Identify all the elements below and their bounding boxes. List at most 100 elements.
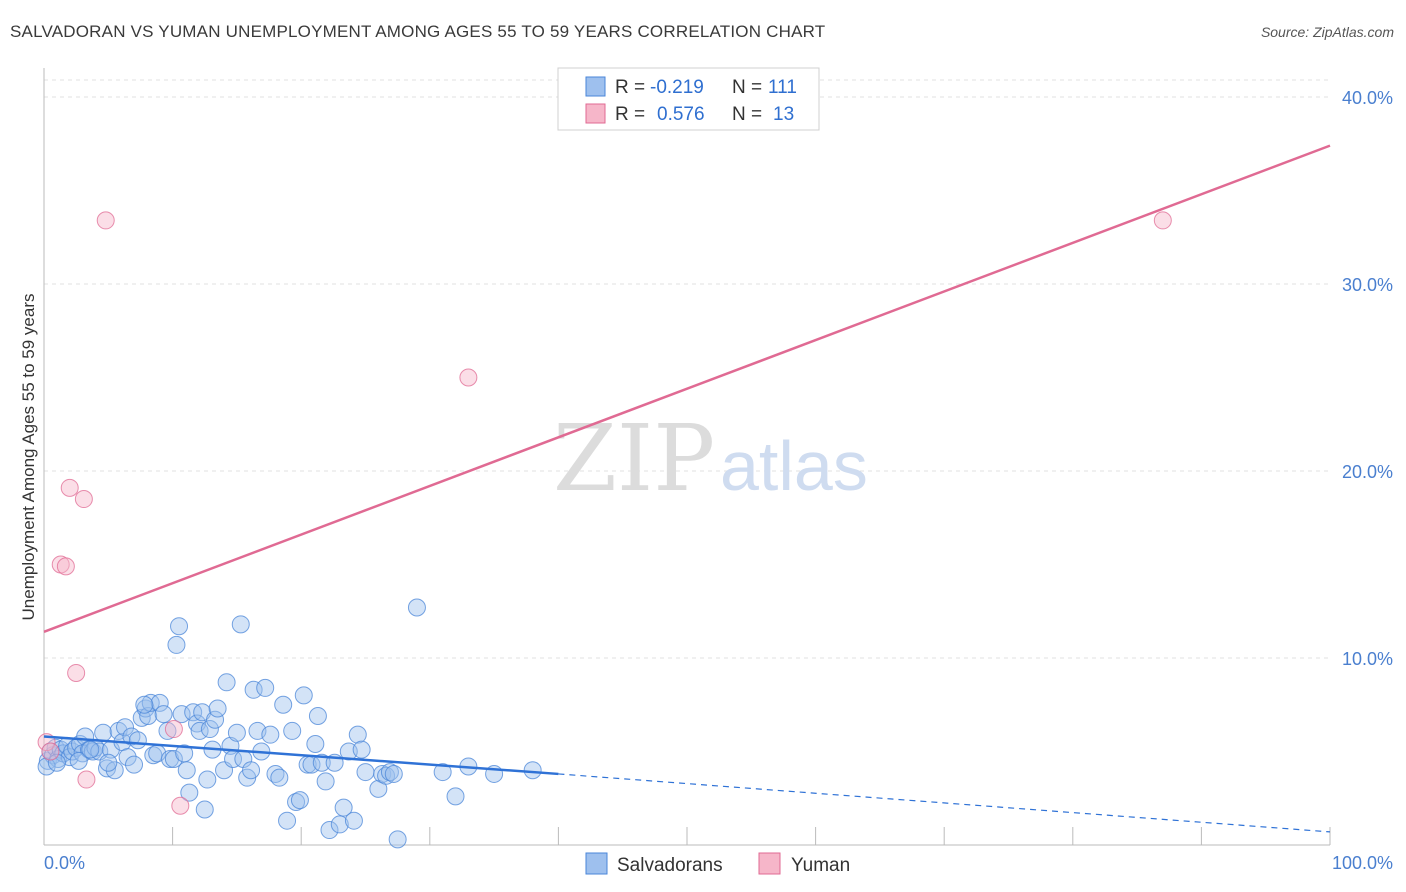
legend-n-label: N = — [732, 104, 762, 125]
series-salvadorans — [37, 598, 542, 849]
salvadoran-point — [141, 693, 160, 712]
salvadoran-trend-extension — [558, 773, 1331, 833]
salvadoran-point — [135, 695, 154, 714]
y-tick-label: 10.0% — [1342, 649, 1393, 669]
salvadoran-point — [170, 617, 189, 636]
salvadoran-point — [172, 705, 191, 724]
bottom-legend-swatch-yuman — [758, 852, 781, 875]
y-axis-label: Unemployment Among Ages 55 to 59 years — [19, 294, 38, 621]
salvadoran-point — [261, 725, 280, 744]
yuman-point — [74, 490, 93, 509]
salvadoran-point — [180, 783, 199, 802]
salvadoran-point — [69, 751, 88, 770]
salvadoran-point — [320, 821, 339, 840]
salvadoran-point — [316, 772, 335, 791]
yuman-point — [96, 211, 115, 230]
salvadoran-point — [158, 721, 177, 740]
legend-r-value: 0.576 — [657, 104, 705, 125]
grid-layer — [44, 79, 1330, 659]
salvadoran-point — [407, 598, 426, 617]
salvadoran-point — [154, 705, 173, 724]
salvadoran-point — [150, 693, 169, 712]
watermark: ZIP atlas — [553, 405, 868, 512]
yuman-point — [1153, 211, 1172, 230]
yuman-point — [459, 368, 478, 387]
yuman-point — [171, 796, 190, 815]
salvadoran-point — [206, 710, 225, 729]
watermark-zip: ZIP — [553, 405, 715, 512]
salvadoran-point — [283, 721, 302, 740]
salvadoran-point — [308, 706, 327, 725]
yuman-point — [41, 742, 60, 761]
trend-layer — [43, 144, 1331, 833]
salvadoran-point — [37, 757, 56, 776]
bottom-legend-swatch-salvadorans — [585, 852, 608, 875]
legend-n-label: N = — [732, 77, 762, 98]
legend-n-value: 13 — [773, 104, 794, 125]
legend-r-value: -0.219 — [650, 77, 704, 98]
salvadoran-point — [352, 740, 371, 759]
salvadoran-point — [334, 798, 353, 817]
bottom-legend: Salvadorans Yuman — [585, 852, 850, 876]
salvadoran-point — [278, 811, 297, 830]
legend-r-label: R = — [615, 77, 645, 98]
salvadoran-point — [167, 635, 186, 654]
salvadoran-point — [105, 761, 124, 780]
yuman-point — [56, 557, 75, 576]
yuman-point — [67, 663, 86, 682]
y-tick-label: 40.0% — [1342, 88, 1393, 108]
yuman-point — [164, 720, 183, 739]
salvadoran-point — [356, 763, 375, 782]
salvadoran-point — [81, 740, 100, 759]
salvadoran-point — [433, 763, 452, 782]
salvadoran-point — [388, 830, 407, 849]
legend-box: R = -0.219 N = 111 R = 0.576 N = 13 — [557, 67, 820, 131]
points-layer — [37, 211, 1172, 849]
salvadoran-point — [118, 748, 137, 767]
salvadoran-point — [164, 749, 183, 768]
bottom-legend-label-yuman: Yuman — [791, 855, 850, 876]
bottom-legend-label-salvadorans: Salvadorans — [617, 855, 723, 876]
salvadoran-point — [125, 755, 144, 774]
salvadoran-point — [200, 720, 219, 739]
salvadoran-point — [128, 731, 147, 750]
salvadoran-point — [242, 761, 261, 780]
x-tick-label: 100.0% — [1332, 853, 1393, 873]
legend-swatch-yuman — [585, 103, 606, 124]
salvadoran-point — [184, 703, 203, 722]
x-tick-label: 0.0% — [44, 853, 85, 873]
salvadoran-point — [99, 753, 118, 772]
salvadoran-point — [274, 695, 293, 714]
source-credit: Source: ZipAtlas.com — [1260, 24, 1394, 40]
yuman-trend-line — [43, 144, 1331, 633]
salvadoran-point — [312, 753, 331, 772]
legend-r-label: R = — [615, 104, 645, 125]
axes-layer: 10.0% 20.0% 30.0% 40.0% 0.0% 100.0% Unemployme… — [19, 68, 1393, 873]
salvadoran-point — [256, 678, 275, 697]
salvadoran-point — [195, 800, 214, 819]
salvadoran-point — [177, 761, 196, 780]
salvadoran-point — [217, 673, 236, 692]
salvadoran-point — [330, 815, 349, 834]
salvadoran-point — [231, 615, 250, 634]
salvadoran-point — [98, 759, 117, 778]
salvadoran-point — [244, 680, 263, 699]
chart-title: SALVADORAN VS YUMAN UNEMPLOYMENT AMONG A… — [10, 22, 826, 41]
salvadoran-trend-line — [43, 735, 559, 776]
y-tick-label: 20.0% — [1342, 462, 1393, 482]
salvadoran-point — [227, 723, 246, 742]
salvadoran-point — [344, 811, 363, 830]
salvadoran-point — [290, 791, 309, 810]
series-yuman — [37, 211, 1172, 815]
watermark-atlas: atlas — [720, 427, 868, 505]
salvadoran-point — [523, 761, 542, 780]
salvadoran-point — [116, 718, 135, 737]
salvadoran-point — [306, 735, 325, 754]
salvadoran-point — [208, 699, 227, 718]
salvadoran-point — [270, 768, 289, 787]
salvadoran-point — [94, 723, 113, 742]
salvadoran-point — [47, 753, 66, 772]
yuman-point — [77, 770, 96, 789]
salvadoran-point — [198, 770, 217, 789]
